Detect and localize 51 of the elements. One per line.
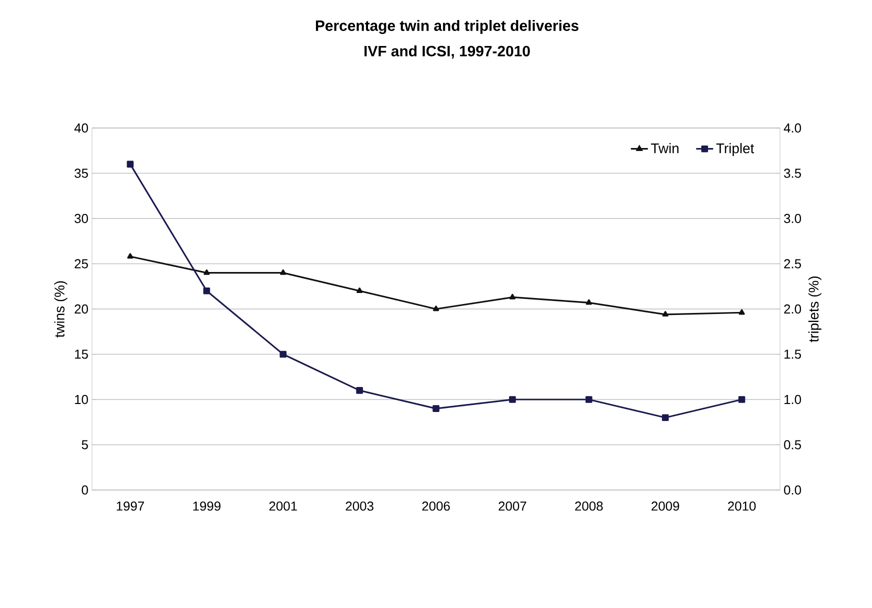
y2-tick-label: 1.0: [784, 394, 802, 404]
y-tick-label: 25: [74, 259, 88, 268]
y-tick-label: 10: [75, 394, 88, 404]
point: [280, 269, 286, 275]
y-tick-label: 40: [74, 123, 88, 133]
point: [432, 306, 440, 312]
x-tick-label: 2006: [422, 502, 450, 511]
legend-label: Triplet: [716, 143, 754, 156]
y-axis-title: twins (%): [54, 281, 68, 338]
x-tick-label: 2007: [498, 502, 526, 511]
point: [586, 299, 592, 305]
y-tick-label: 15: [75, 350, 88, 359]
point: [509, 396, 516, 403]
y2-tick-label: 2.0: [784, 304, 802, 314]
x-tick-label: 2001: [269, 502, 297, 511]
x-tick-label: 2008: [575, 502, 603, 511]
point: [203, 287, 210, 294]
point: [509, 294, 516, 300]
chart-title: Percentage twin and triplet deliveries: [316, 20, 578, 34]
x-tick-label: 2003: [346, 502, 374, 511]
y2-axis-title: triplets (%): [808, 276, 822, 342]
point: [662, 311, 668, 317]
y-tick-label: 30: [74, 214, 88, 224]
point: [432, 405, 440, 412]
point: [356, 287, 363, 293]
chart-subtitle: IVF and ICSI, 1997-2010: [364, 45, 530, 59]
point: [738, 396, 746, 403]
y2-tick-label: 4.0: [784, 123, 802, 133]
point: [280, 350, 287, 358]
y2-tick-label: 3.5: [784, 168, 801, 178]
x-tick-label: 1997: [116, 502, 144, 511]
y-tick-label: 0: [82, 485, 88, 495]
y2-tick-label: 0.0: [784, 485, 802, 495]
x-tick-label: 1999: [193, 502, 220, 511]
y-tick-label: 5: [82, 440, 88, 450]
y2-tick-label: 0.5: [784, 440, 801, 450]
point: [126, 160, 134, 168]
x-tick-label: 2010: [728, 502, 756, 511]
y2-tick-label: 3.0: [784, 214, 802, 224]
point: [204, 269, 210, 275]
y2-tick-label: 2.5: [784, 259, 801, 268]
point: [738, 309, 745, 315]
legend-label: Twin: [650, 143, 678, 154]
y-tick-label: 35: [74, 168, 88, 178]
y2-tick-label: 1.5: [784, 350, 801, 359]
point: [585, 396, 592, 403]
x-tick-label: 2009: [652, 502, 680, 511]
point: [127, 253, 134, 259]
y-tick-label: 20: [74, 304, 88, 314]
point: [662, 414, 669, 421]
point: [356, 387, 363, 394]
